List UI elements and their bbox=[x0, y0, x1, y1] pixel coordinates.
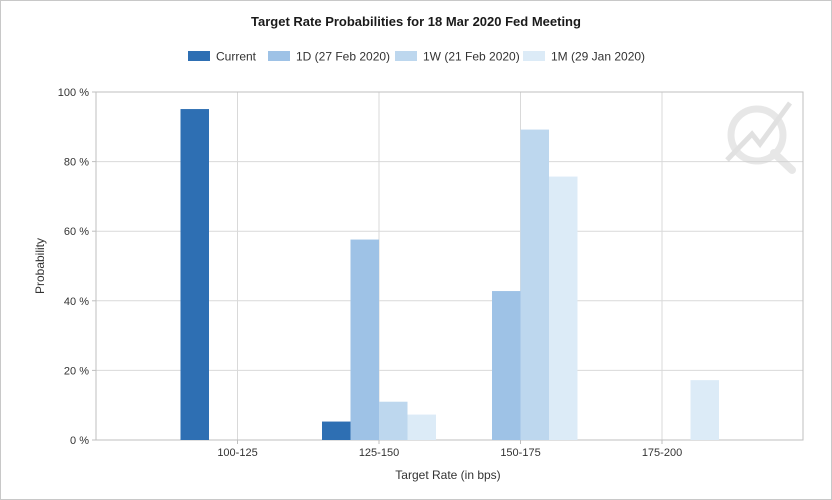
legend-label: 1D (27 Feb 2020) bbox=[296, 50, 390, 64]
legend-swatch bbox=[395, 51, 417, 61]
y-tick-label: 20 % bbox=[64, 365, 89, 377]
legend-swatch bbox=[188, 51, 210, 61]
legend-swatch bbox=[523, 51, 545, 61]
x-axis-ticks: 100-125 125-150 150-175 175-200 bbox=[217, 447, 682, 459]
x-tick-label: 125-150 bbox=[359, 447, 399, 459]
bar-125-150-series-1 bbox=[322, 421, 351, 440]
bar-125-150-series-4 bbox=[407, 414, 436, 440]
watermark-logo bbox=[725, 101, 796, 174]
y-tick-label: 60 % bbox=[64, 226, 89, 238]
legend-label: 1W (21 Feb 2020) bbox=[423, 50, 520, 64]
legend-label: Current bbox=[216, 50, 257, 64]
x-axis-label: Target Rate (in bps) bbox=[395, 468, 500, 482]
legend-item: 1M (29 Jan 2020) bbox=[523, 50, 645, 64]
y-axis-ticks: 0 % 20 % 40 % 60 % 80 % 100 % bbox=[58, 87, 89, 447]
legend-swatch bbox=[268, 51, 290, 61]
chart-title: Target Rate Probabilities for 18 Mar 202… bbox=[251, 14, 581, 29]
bar-150-175-series-3 bbox=[520, 129, 549, 441]
legend: Current 1D (27 Feb 2020) 1W (21 Feb 2020) 1… bbox=[188, 50, 645, 64]
x-tick-label: 150-175 bbox=[500, 447, 540, 459]
legend-item: 1D (27 Feb 2020) bbox=[268, 50, 390, 64]
legend-item: Current bbox=[188, 50, 257, 64]
bars bbox=[180, 109, 719, 441]
bar-125-150-series-2 bbox=[350, 239, 379, 440]
legend-label: 1M (29 Jan 2020) bbox=[551, 50, 645, 64]
bar-100-125-series-1 bbox=[180, 109, 209, 440]
y-tick-label: 80 % bbox=[64, 157, 89, 169]
bar-125-150-series-3 bbox=[379, 401, 408, 440]
bar-150-175-series-4 bbox=[549, 176, 578, 440]
plot-area-border bbox=[95, 91, 804, 441]
x-tick-label: 100-125 bbox=[217, 447, 257, 459]
x-tick-label: 175-200 bbox=[642, 447, 682, 459]
y-tick-label: 100 % bbox=[58, 87, 89, 99]
bar-150-175-series-2 bbox=[492, 291, 521, 440]
bar-175-200-series-4 bbox=[690, 380, 719, 440]
legend-item: 1W (21 Feb 2020) bbox=[395, 50, 520, 64]
y-axis-label: Probability bbox=[33, 238, 47, 294]
y-tick-label: 0 % bbox=[70, 435, 89, 447]
y-tick-label: 40 % bbox=[64, 296, 89, 308]
